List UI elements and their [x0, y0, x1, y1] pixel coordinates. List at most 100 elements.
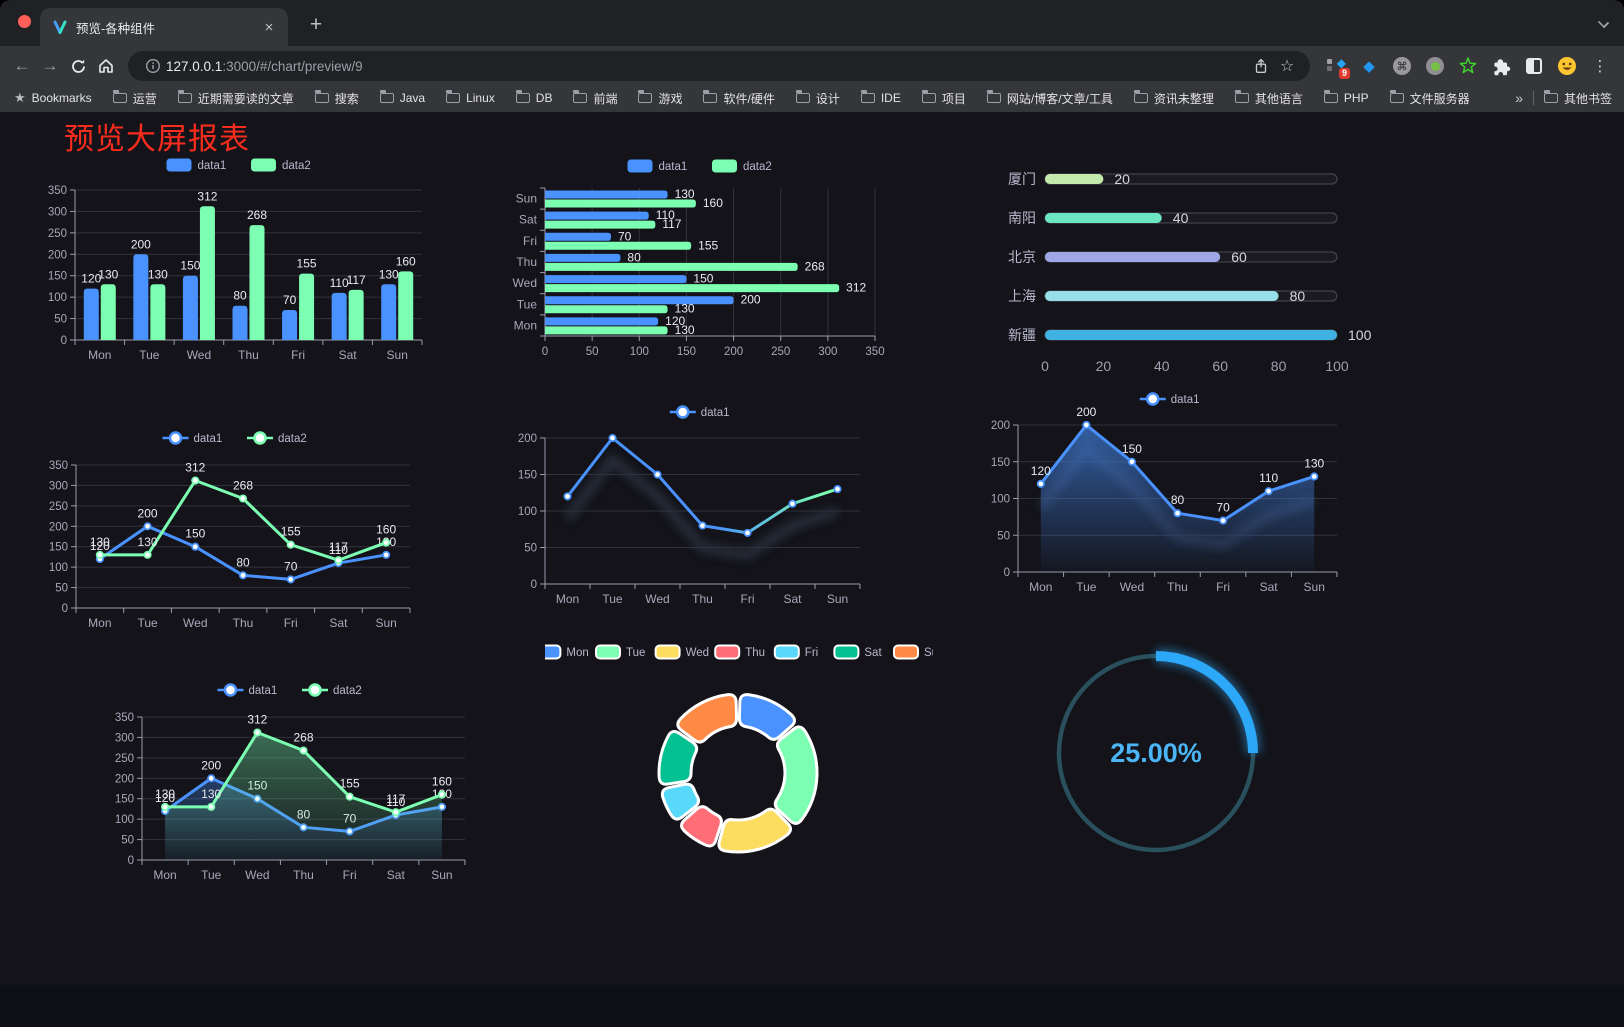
bookmark-folder[interactable]: 前端 — [573, 90, 617, 107]
svg-text:70: 70 — [1216, 501, 1230, 515]
svg-text:130: 130 — [675, 302, 695, 316]
browser-tab[interactable]: 预览-各种组件 × — [40, 8, 288, 46]
svg-text:Sun: Sun — [516, 192, 537, 206]
url-bar[interactable]: 127.0.0.1:3000/#/chart/preview/9 ☆ — [128, 51, 1310, 81]
site-info-icon[interactable] — [140, 53, 166, 79]
chart-gauge[interactable] — [1040, 640, 1272, 866]
bookmark-folder[interactable]: 项目 — [921, 90, 966, 107]
tab-search-chevron-icon[interactable] — [1598, 16, 1608, 26]
svg-text:70: 70 — [284, 559, 298, 573]
bookmark-folder[interactable]: 近期需要读的文章 — [177, 90, 294, 107]
svg-text:Wed: Wed — [686, 647, 709, 659]
bookmark-folder[interactable]: 资讯未整理 — [1133, 90, 1214, 107]
svg-text:Sun: Sun — [1304, 580, 1325, 594]
proxy-extension-icon[interactable] — [1425, 56, 1445, 76]
svg-text:0: 0 — [1041, 358, 1049, 374]
chart-gradient-line[interactable]: data1 0 50 100 150 200 Mon Tue Wed Thu Fri Sat Sun — [505, 400, 899, 615]
bookmarks-overflow-icon[interactable]: » — [1515, 90, 1523, 106]
svg-text:350: 350 — [48, 185, 67, 197]
page-content: 预览大屏报表 data1 data2 0 50 100 150 200 250 300 350 Mo… — [0, 112, 1624, 1027]
svg-text:新疆: 新疆 — [1008, 327, 1036, 343]
svg-text:200: 200 — [49, 521, 68, 533]
svg-text:120: 120 — [1031, 464, 1051, 478]
gem-extension-icon[interactable]: ◆ — [1363, 58, 1375, 75]
svg-text:Sun: Sun — [924, 647, 933, 659]
bookmark-folder[interactable]: 软件/硬件 — [703, 90, 775, 107]
folder-icon — [1133, 90, 1148, 103]
chart-grouped-bar[interactable]: data1 data2 0 50 100 150 200 250 300 350 Mon Tue Wed… — [40, 150, 442, 370]
bookmark-folder[interactable]: 其他语言 — [1234, 90, 1303, 107]
chart-two-lines[interactable]: data1 data2 0 50 100 150 200 250 300 350 Mon Tue Wed… — [40, 420, 434, 642]
bookmark-folder[interactable]: IDE — [860, 90, 901, 105]
svg-text:Sun: Sun — [387, 348, 408, 362]
other-bookmarks-folder[interactable]: 其他书签 — [1543, 90, 1612, 107]
command-extension-icon[interactable]: ⌘ — [1392, 56, 1412, 76]
folder-icon — [515, 90, 530, 103]
svg-text:Thu: Thu — [516, 255, 537, 269]
folder-icon — [379, 90, 394, 103]
chart-horizontal-bar[interactable]: data1 data2 0 50 100 150 200 250 300 350 Sun 130 160… — [505, 150, 899, 370]
bookmark-folder[interactable]: DB — [515, 90, 552, 105]
share-icon[interactable] — [1248, 53, 1274, 79]
bookmark-folder[interactable]: 搜索 — [314, 90, 359, 107]
svg-text:100: 100 — [991, 494, 1010, 506]
tab-close-icon[interactable]: × — [264, 18, 274, 36]
svg-text:Wed: Wed — [245, 868, 269, 882]
new-tab-button[interactable]: + — [309, 13, 323, 36]
back-button[interactable]: ← — [13, 56, 31, 75]
svg-text:100: 100 — [115, 814, 134, 826]
bookmark-folder[interactable]: Linux — [446, 90, 495, 105]
svg-text:60: 60 — [1212, 358, 1228, 374]
svg-text:50: 50 — [55, 583, 68, 595]
green-star-extension-icon[interactable] — [1458, 56, 1478, 76]
svg-text:150: 150 — [677, 346, 696, 358]
forward-button[interactable]: → — [41, 56, 59, 75]
svg-text:150: 150 — [693, 272, 713, 286]
close-window-icon[interactable] — [18, 15, 31, 28]
chart-two-areas[interactable]: data1 data2 0 50 100 150 200 250 300 350 Mon Tue Wed… — [100, 672, 484, 894]
page-bottom-strip — [0, 985, 1624, 1027]
chart-progress-bars[interactable]: 厦门 20 南阳 40 北京 60 上海 80 新疆 100 0 20 40 60 80 100 — [995, 152, 1377, 390]
bookmark-folder[interactable]: 设计 — [795, 90, 840, 107]
svg-text:Tue: Tue — [137, 616, 158, 630]
svg-text:北京: 北京 — [1008, 249, 1036, 265]
dark-reader-icon[interactable] — [1524, 56, 1544, 76]
svg-text:Fri: Fri — [523, 234, 537, 248]
folder-icon — [1389, 90, 1404, 103]
svg-text:Sat: Sat — [519, 213, 538, 227]
svg-text:50: 50 — [54, 314, 67, 326]
bookmark-folder[interactable]: 网站/博客/文章/工具 — [986, 90, 1113, 107]
svg-text:120: 120 — [90, 539, 110, 553]
extensions-puzzle-icon[interactable] — [1491, 56, 1511, 76]
svg-text:150: 150 — [991, 457, 1010, 469]
home-button[interactable] — [92, 52, 120, 80]
svg-text:117: 117 — [347, 273, 366, 287]
blocker-extension-icon[interactable]: ◆ 9 — [1326, 56, 1350, 79]
bookmark-folder[interactable]: 运营 — [112, 90, 157, 107]
svg-text:Wed: Wed — [513, 276, 537, 290]
svg-text:50: 50 — [524, 543, 537, 555]
bookmark-folder[interactable]: Java — [379, 90, 425, 105]
chart-donut[interactable]: Mon Tue Wed Thu Fri Sat Sun — [535, 637, 944, 883]
bookmarks-label[interactable]: Bookmarks — [31, 91, 92, 105]
bookmark-star-icon[interactable]: ☆ — [1279, 58, 1295, 75]
chart-area-line[interactable]: data1 0 50 100 150 200 Mon Tue Wed Thu Fri Sat Sun 12… — [985, 388, 1359, 603]
svg-text:110: 110 — [386, 795, 405, 809]
folder-icon — [446, 90, 461, 103]
svg-text:117: 117 — [386, 792, 405, 806]
bookmark-folder[interactable]: PHP — [1323, 90, 1369, 105]
svg-text:312: 312 — [846, 281, 866, 295]
svg-text:Tue: Tue — [1076, 580, 1097, 594]
chart-horizontal-bar-canvas: data1 data2 0 50 100 150 200 250 300 350 Sun 130 160… — [513, 159, 885, 358]
bookmark-folder[interactable]: 文件服务器 — [1389, 90, 1470, 107]
profile-avatar[interactable] — [1557, 56, 1577, 76]
svg-text:Thu: Thu — [293, 868, 314, 882]
reload-button[interactable] — [64, 52, 92, 80]
svg-text:312: 312 — [185, 461, 205, 475]
bookmark-folder[interactable]: 游戏 — [638, 90, 682, 107]
svg-text:Fri: Fri — [284, 616, 298, 630]
browser-menu-icon[interactable]: ⋮ — [1592, 58, 1608, 75]
svg-text:厦门: 厦门 — [1008, 171, 1036, 187]
svg-text:250: 250 — [49, 501, 68, 513]
